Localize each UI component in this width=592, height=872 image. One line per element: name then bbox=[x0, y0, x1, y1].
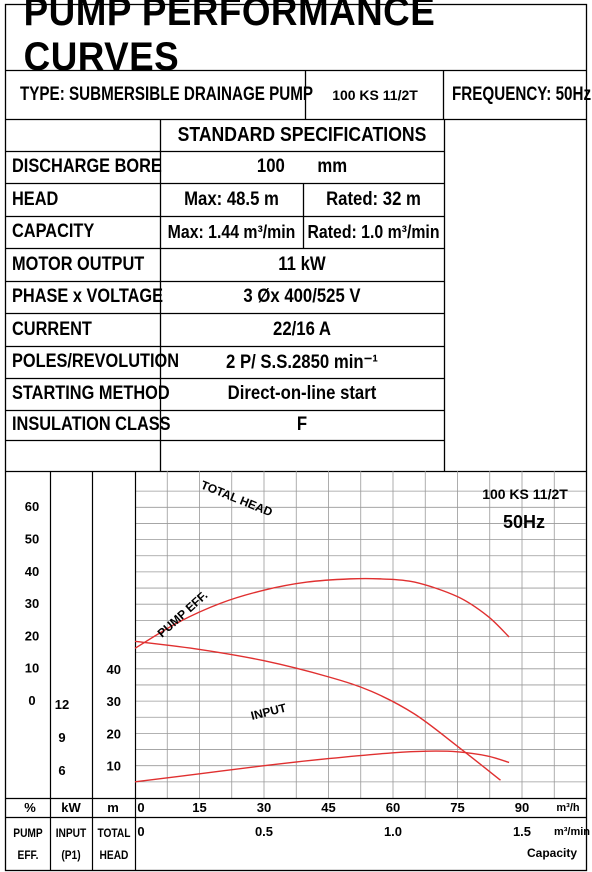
spec-value: 22/16 A bbox=[273, 318, 331, 340]
spec-label: DISCHARGE BORE bbox=[12, 156, 162, 177]
unit-label: % bbox=[24, 800, 36, 815]
y-tick-label-percent: 30 bbox=[25, 596, 39, 611]
x-tick-label: 15 bbox=[192, 800, 206, 815]
x2-tick-label: 0 bbox=[137, 824, 144, 839]
spec-label: INSULATION CLASS bbox=[12, 414, 171, 435]
x2-unit-label: m³/min bbox=[554, 826, 590, 838]
x-unit-label: m³/h bbox=[556, 802, 580, 814]
spec-label: POLES/REVOLUTION bbox=[12, 351, 180, 372]
axis-name-total: TOTAL bbox=[97, 827, 130, 840]
model-label: 100 KS 11/2T bbox=[332, 87, 418, 103]
curve-label-pump-eff: PUMP EFF. bbox=[155, 588, 211, 640]
x-tick-label: 45 bbox=[321, 800, 335, 815]
spec-value: Max: 1.44 m³/min bbox=[167, 221, 296, 242]
spec-label: PHASE x VOLTAGE bbox=[12, 286, 164, 307]
y-tick-label-percent: 10 bbox=[25, 661, 39, 676]
curve-input bbox=[134, 750, 510, 783]
axis-name-input: INPUT bbox=[56, 827, 87, 840]
axis-name-p1: (P1) bbox=[61, 849, 81, 862]
spec-value: 3 Øx 400/525 V bbox=[243, 286, 361, 307]
x-tick-label: 90 bbox=[515, 800, 529, 815]
pump-type: TYPE: SUBMERSIBLE DRAINAGE PUMP bbox=[20, 84, 314, 105]
y-tick-label-head: 10 bbox=[107, 759, 121, 774]
y-tick-label-kw: 9 bbox=[58, 730, 65, 745]
chart-frequency-label: 50Hz bbox=[503, 512, 545, 532]
y-tick-label-percent: 0 bbox=[28, 693, 35, 708]
unit-label: kW bbox=[61, 800, 81, 815]
curve-label-input: INPUT bbox=[249, 700, 288, 722]
spec-label: MOTOR OUTPUT bbox=[12, 253, 145, 275]
x-tick-label: 75 bbox=[450, 800, 464, 815]
y-tick-label-percent: 20 bbox=[25, 628, 39, 643]
x2-tick-label: 0.5 bbox=[255, 824, 273, 839]
y-tick-label-head: 30 bbox=[107, 694, 121, 709]
y-tick-label-head: 20 bbox=[107, 726, 121, 741]
x-tick-label: 0 bbox=[137, 800, 144, 815]
y-tick-label-kw: 12 bbox=[55, 697, 69, 712]
y-tick-label-percent: 40 bbox=[25, 564, 39, 579]
spec-value-rated: Rated: 32 m bbox=[326, 188, 421, 210]
specs-heading: STANDARD SPECIFICATIONS bbox=[177, 123, 427, 146]
spec-value: Max: 48.5 m bbox=[184, 188, 279, 210]
curve-label-total-head: TOTAL HEAD bbox=[199, 478, 275, 520]
unit-label: m bbox=[107, 800, 119, 815]
axis-name-eff: EFF. bbox=[18, 849, 39, 862]
x2-axis-title: Capacity bbox=[527, 846, 577, 860]
spec-value-rated: Rated: 1.0 m³/min bbox=[307, 221, 440, 242]
axis-name-pump: PUMP bbox=[13, 827, 43, 840]
curve-pump-eff bbox=[134, 577, 510, 649]
spec-value: 2 P/ S.S.2850 min⁻¹ bbox=[226, 351, 378, 373]
curve-total-head bbox=[134, 640, 501, 781]
x2-tick-label: 1.5 bbox=[513, 824, 531, 839]
frequency-label: FREQUENCY: 50Hz bbox=[452, 84, 592, 105]
spec-label: CAPACITY bbox=[12, 221, 95, 242]
axis-name-head: HEAD bbox=[100, 849, 129, 862]
x-tick-label: 60 bbox=[386, 800, 400, 815]
spec-label: CURRENT bbox=[12, 318, 92, 340]
y-tick-label-kw: 6 bbox=[58, 763, 65, 778]
spec-value: Direct-on-line start bbox=[227, 383, 377, 404]
x2-tick-label: 1.0 bbox=[384, 824, 402, 839]
y-tick-label-head: 40 bbox=[107, 662, 121, 677]
spec-value: 100 mm bbox=[256, 156, 348, 177]
spec-label: STARTING METHOD bbox=[12, 383, 170, 404]
spec-value: F bbox=[296, 414, 308, 435]
chart-model-label: 100 KS 11/2T bbox=[482, 486, 568, 502]
x-tick-label: 30 bbox=[257, 800, 271, 815]
y-tick-label-percent: 50 bbox=[25, 532, 39, 547]
spec-value: 11 kW bbox=[278, 253, 326, 275]
spec-label: HEAD bbox=[12, 188, 59, 210]
y-tick-label-percent: 60 bbox=[25, 499, 39, 514]
